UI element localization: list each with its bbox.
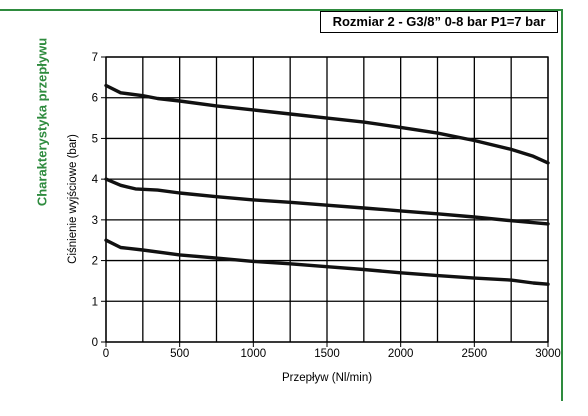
y-tick-label: 4 <box>92 174 99 186</box>
curve-group <box>104 83 550 286</box>
series-line-2 <box>104 177 550 226</box>
x-tick-label: 1000 <box>241 348 267 360</box>
x-tick-label: 0 <box>103 348 109 360</box>
x-tick-label: 1500 <box>314 348 340 360</box>
y-tick-label: 5 <box>92 133 98 145</box>
tick-labels: 0 1 2 3 4 5 6 7 0 500 1000 1500 2000 2500 3000 <box>92 52 561 360</box>
x-tick-label: 2000 <box>388 348 414 360</box>
y-tick-label: 2 <box>92 256 98 268</box>
x-tick-label: 2500 <box>462 348 488 360</box>
header-rule <box>0 9 561 11</box>
x-tick-label: 3000 <box>535 348 561 360</box>
series-line-3 <box>104 238 550 286</box>
y-tick-label: 0 <box>92 337 98 349</box>
chart-title-box: Rozmiar 2 - G3/8” 0-8 bar P1=7 bar <box>320 11 558 33</box>
series-line-1 <box>104 83 550 165</box>
side-rule <box>561 9 563 401</box>
y-tick-label: 1 <box>92 296 98 308</box>
x-axis-label: Przepływ (Nl/min) <box>282 372 372 384</box>
y-tick-label: 3 <box>92 215 98 227</box>
grid-lines <box>105 56 549 343</box>
x-tick-label: 500 <box>170 348 189 360</box>
y-tick-label: 6 <box>92 93 98 105</box>
y-axis-label: Ciśnienie wyjściowe (bar) <box>67 134 79 264</box>
y-tick-label: 7 <box>92 52 98 64</box>
